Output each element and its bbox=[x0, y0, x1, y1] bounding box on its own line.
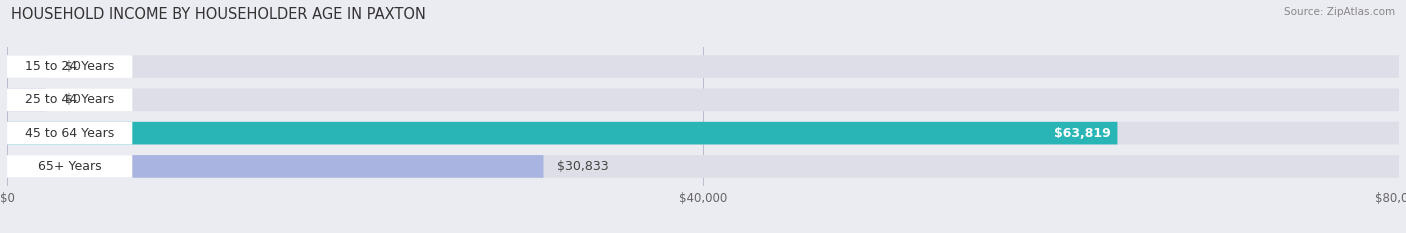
FancyBboxPatch shape bbox=[7, 155, 544, 178]
FancyBboxPatch shape bbox=[7, 55, 1399, 78]
FancyBboxPatch shape bbox=[7, 155, 1399, 178]
Text: 25 to 44 Years: 25 to 44 Years bbox=[25, 93, 114, 106]
Text: HOUSEHOLD INCOME BY HOUSEHOLDER AGE IN PAXTON: HOUSEHOLD INCOME BY HOUSEHOLDER AGE IN P… bbox=[11, 7, 426, 22]
Text: 45 to 64 Years: 45 to 64 Years bbox=[25, 127, 114, 140]
FancyBboxPatch shape bbox=[7, 155, 132, 178]
Text: 15 to 24 Years: 15 to 24 Years bbox=[25, 60, 114, 73]
FancyBboxPatch shape bbox=[7, 55, 46, 78]
FancyBboxPatch shape bbox=[7, 89, 46, 111]
Text: $0: $0 bbox=[66, 93, 82, 106]
Text: 65+ Years: 65+ Years bbox=[38, 160, 101, 173]
FancyBboxPatch shape bbox=[7, 122, 1118, 144]
FancyBboxPatch shape bbox=[7, 55, 132, 78]
FancyBboxPatch shape bbox=[7, 122, 1399, 144]
Text: $63,819: $63,819 bbox=[1053, 127, 1111, 140]
Text: $30,833: $30,833 bbox=[557, 160, 609, 173]
FancyBboxPatch shape bbox=[7, 89, 1399, 111]
Text: $0: $0 bbox=[66, 60, 82, 73]
Text: Source: ZipAtlas.com: Source: ZipAtlas.com bbox=[1284, 7, 1395, 17]
FancyBboxPatch shape bbox=[7, 89, 132, 111]
FancyBboxPatch shape bbox=[7, 122, 132, 144]
